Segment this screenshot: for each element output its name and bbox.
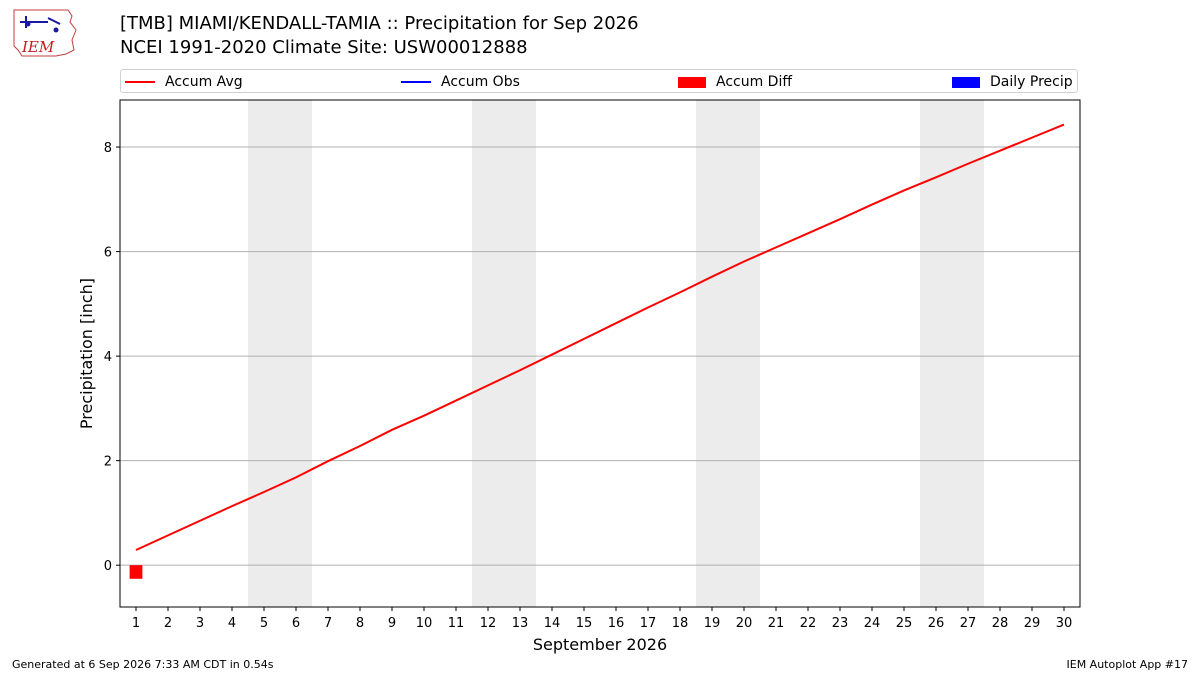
y-axis-ticks: 0 2 4 6 8 — [104, 141, 120, 574]
legend-label-accum-diff: Accum Diff — [716, 74, 793, 90]
x-tick-label-16: 16 — [608, 616, 625, 631]
x-tick-label-20: 20 — [736, 616, 753, 631]
x-tick-label-28: 28 — [992, 616, 1009, 631]
x-tick-label-30: 30 — [1056, 616, 1073, 631]
x-tick-label-26: 26 — [928, 616, 945, 631]
x-axis-ticks: 1 2 3 4 5 6 7 8 9 10 11 12 13 14 15 16 17 18 19 20 21 22 23 24 2… — [132, 607, 1072, 631]
x-tick-label-5: 5 — [260, 616, 268, 631]
x-tick-label-14: 14 — [544, 616, 561, 631]
legend-swatch-accum-avg — [125, 81, 155, 83]
x-tick-label-3: 3 — [196, 616, 204, 631]
generated-timestamp: Generated at 6 Sep 2026 7:33 AM CDT in 0… — [12, 658, 274, 671]
x-tick-label-11: 11 — [448, 616, 465, 631]
legend-swatch-daily-precip — [952, 76, 980, 88]
legend-label-accum-avg: Accum Avg — [165, 74, 243, 90]
x-tick-label-17: 17 — [640, 616, 657, 631]
accum-avg-series — [135, 123, 1065, 551]
y-tick-label-4: 4 — [104, 350, 112, 365]
legend-label-accum-obs: Accum Obs — [441, 74, 520, 90]
weekend-band-1 — [472, 100, 536, 607]
x-tick-label-10: 10 — [416, 616, 433, 631]
iem-logo: IEM — [13, 9, 77, 57]
x-tick-label-13: 13 — [512, 616, 529, 631]
legend-swatch-accum-diff — [678, 76, 706, 88]
chart-title: [TMB] MIAMI/KENDALL-TAMIA :: Precipitati… — [120, 13, 639, 34]
x-tick-label-15: 15 — [576, 616, 593, 631]
y-grid — [120, 146, 1080, 566]
chart-subtitle: NCEI 1991-2020 Climate Site: USW00012888 — [120, 37, 528, 58]
plot-frame — [119, 99, 1081, 608]
x-tick-label-6: 6 — [292, 616, 300, 631]
x-tick-label-24: 24 — [864, 616, 881, 631]
x-tick-label-23: 23 — [832, 616, 849, 631]
x-tick-label-9: 9 — [388, 616, 396, 631]
legend-item-accum-obs: Accum Obs — [401, 73, 520, 91]
weekend-band-0 — [248, 100, 312, 607]
y-tick-label-8: 8 — [104, 141, 112, 156]
accum-diff-bar-day-1 — [129, 565, 143, 579]
x-tick-label-12: 12 — [480, 616, 497, 631]
legend-label-daily-precip: Daily Precip — [990, 74, 1073, 90]
legend-swatch-accum-obs — [401, 81, 431, 83]
x-tick-label-21: 21 — [768, 616, 785, 631]
x-tick-label-19: 19 — [704, 616, 721, 631]
svg-text:IEM: IEM — [21, 38, 55, 56]
weekend-band-3 — [920, 100, 984, 607]
x-axis-label: September 2026 — [533, 635, 667, 654]
x-tick-label-2: 2 — [164, 616, 172, 631]
x-tick-label-27: 27 — [960, 616, 977, 631]
legend-item-accum-avg: Accum Avg — [125, 73, 243, 91]
x-tick-label-8: 8 — [356, 616, 364, 631]
legend-item-accum-diff: Accum Diff — [678, 73, 792, 91]
y-tick-label-6: 6 — [104, 246, 112, 261]
chart-legend: Accum Avg Accum Obs Accum Diff Daily Pre… — [120, 69, 1078, 93]
legend-item-daily-precip: Daily Precip — [952, 73, 1073, 91]
x-tick-label-1: 1 — [132, 616, 140, 631]
y-tick-label-0: 0 — [104, 559, 112, 574]
x-tick-label-22: 22 — [800, 616, 817, 631]
x-tick-label-4: 4 — [228, 616, 236, 631]
weekend-band-2 — [696, 100, 760, 607]
y-axis-label: Precipitation [inch] — [77, 278, 96, 429]
x-tick-label-18: 18 — [672, 616, 689, 631]
x-tick-label-25: 25 — [896, 616, 913, 631]
y-tick-label-2: 2 — [104, 455, 112, 470]
accum-avg-line — [135, 123, 1065, 551]
weekend-bands — [248, 100, 984, 607]
accum-diff-bars — [129, 565, 143, 579]
app-credit: IEM Autoplot App #17 — [1066, 658, 1189, 671]
x-tick-label-29: 29 — [1024, 616, 1041, 631]
x-tick-label-7: 7 — [324, 616, 332, 631]
